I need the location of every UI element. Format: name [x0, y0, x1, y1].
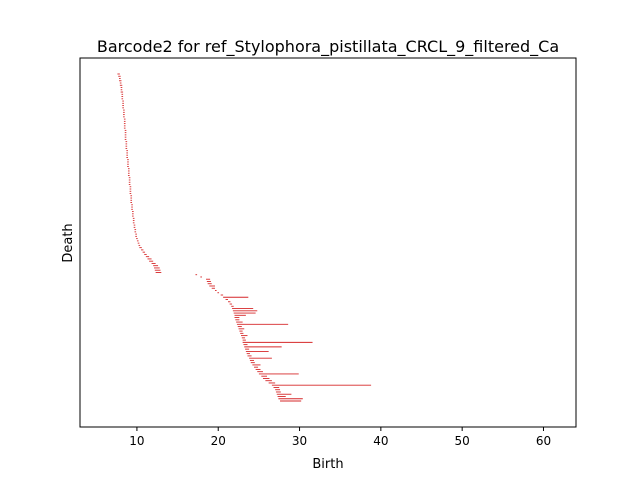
plot-area [79, 57, 577, 428]
x-axis-label: Birth [312, 457, 343, 472]
x-tick-label: 50 [455, 434, 470, 448]
x-tick-label: 10 [129, 434, 144, 448]
x-tick-label: 60 [536, 434, 551, 448]
y-axis-label: Death [61, 223, 76, 262]
x-tick-label: 30 [292, 434, 307, 448]
bar-layer [117, 73, 372, 402]
x-tick-layer: 10 20 30 40 50 60 [129, 427, 551, 448]
x-tick-label: 40 [373, 434, 388, 448]
chart-title: Barcode2 for ref_Stylophora_pistillata_C… [97, 37, 559, 57]
x-tick-label: 20 [211, 434, 226, 448]
